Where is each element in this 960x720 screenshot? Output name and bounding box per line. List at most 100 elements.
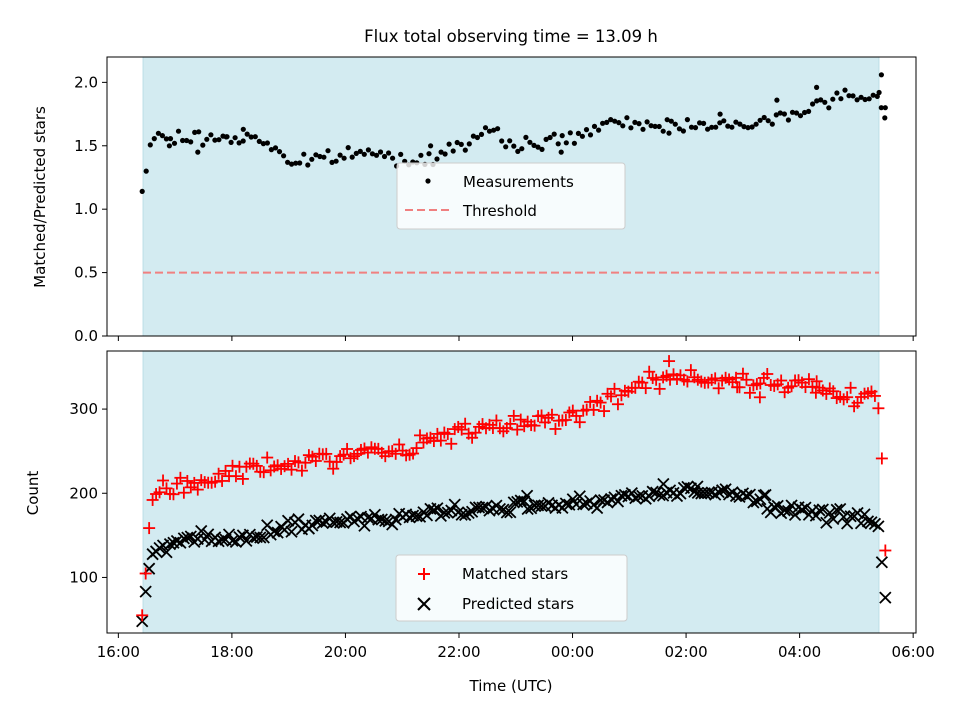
predicted-star-point [139, 585, 152, 598]
measurement-point [313, 152, 319, 158]
measurement-point [155, 130, 161, 136]
predicted-star-point [195, 524, 208, 538]
predicted-star-point [520, 489, 534, 502]
predicted-star-point [240, 534, 253, 548]
top-y-tick-label: 0.0 [74, 327, 98, 345]
legend-marker-matched [418, 568, 430, 580]
measurement-point [341, 155, 347, 161]
predicted-star-point [657, 477, 670, 491]
x-tick-label: 06:00 [892, 643, 935, 661]
predicted-star-point [504, 506, 517, 519]
measurement-point [741, 124, 747, 130]
measurement-point [797, 113, 804, 119]
measurement-points [139, 72, 888, 194]
measurement-point [862, 96, 868, 103]
measurement-point [196, 129, 202, 135]
predicted-star-point [170, 534, 184, 548]
predicted-star-point [268, 525, 281, 538]
measurement-point [268, 147, 274, 153]
top-panel: 0.00.51.01.52.0 Matched/Predicted stars … [31, 56, 917, 345]
measurement-point [309, 156, 315, 162]
measurement-point [377, 149, 384, 155]
predicted-star-point [813, 504, 826, 517]
x-tick-label: 22:00 [437, 643, 480, 661]
matched-star-point [459, 417, 472, 430]
measurement-point [486, 128, 493, 134]
measurement-point [737, 121, 743, 127]
measurement-point [640, 126, 646, 132]
predicted-star-point [865, 516, 878, 529]
predicted-star-point [420, 509, 434, 522]
measurement-point [616, 120, 622, 126]
measurement-point [353, 150, 359, 156]
measurement-point [774, 97, 780, 103]
predicted-star-points [136, 477, 892, 628]
matched-star-point [712, 382, 725, 395]
measurement-point [757, 117, 763, 123]
predicted-star-point [476, 501, 489, 514]
matched-star-point [295, 464, 308, 477]
predicted-star-point [500, 506, 513, 519]
measurement-point [531, 142, 537, 148]
predicted-star-point [618, 488, 632, 501]
predicted-star-point [788, 508, 802, 522]
measurement-point [559, 133, 565, 139]
legend-label-threshold: Threshold [462, 202, 537, 220]
measurement-point [143, 168, 149, 174]
x-axis-label: Time (UTC) [469, 677, 553, 695]
matched-star-point [611, 398, 624, 411]
measurement-point [555, 141, 561, 147]
measurement-point [188, 139, 194, 145]
measurement-point [511, 143, 517, 149]
measurement-point [676, 126, 683, 132]
matched-star-point [827, 385, 840, 398]
x-tick-label: 04:00 [778, 643, 821, 661]
measurement-point [664, 117, 670, 123]
measurement-point [418, 152, 424, 158]
measurement-point [252, 134, 258, 140]
top-y-tick-label: 1.0 [74, 200, 98, 218]
bottom-panel: 100 200 300 16:00 18:00 20:00 22:00 00:00 02:00… [24, 350, 935, 695]
top-y-axis-label: Matched/Predicted stars [31, 106, 49, 288]
measurement-point [482, 125, 489, 131]
predicted-star-point [379, 514, 392, 527]
predicted-star-point [629, 491, 642, 505]
matched-star-point [320, 447, 333, 460]
predicted-star-point [389, 513, 402, 526]
predicted-star-point [455, 508, 468, 521]
measurement-point [587, 132, 594, 138]
measurement-point [688, 124, 695, 130]
measurement-point [830, 96, 836, 102]
predicted-star-point [795, 503, 809, 516]
matched-star-point [514, 413, 527, 426]
matched-star-point [545, 408, 558, 421]
measurement-point [244, 131, 250, 137]
predicted-star-point [309, 514, 322, 527]
measurement-point [159, 133, 165, 139]
predicted-star-point [816, 503, 829, 516]
matched-star-point [629, 381, 642, 394]
measurement-point [701, 120, 707, 126]
matched-star-point [663, 355, 676, 368]
predicted-star-point [226, 534, 239, 547]
x-tick-label: 16:00 [97, 643, 140, 661]
matched-star-point [650, 373, 663, 386]
measurement-point [163, 136, 169, 142]
measurement-point [563, 140, 569, 146]
bottom-legend: Matched stars Predicted stars [395, 554, 628, 622]
measurement-point [761, 114, 767, 121]
measurement-point [802, 109, 808, 116]
measurement-point [870, 92, 876, 98]
matched-star-point [802, 373, 815, 386]
measurement-point [428, 143, 434, 149]
measurement-point [180, 137, 186, 144]
predicted-star-point [729, 489, 743, 503]
predicted-star-point [431, 502, 444, 515]
measurement-point [212, 137, 218, 143]
matched-star-point [844, 381, 857, 394]
measurement-point [523, 134, 529, 140]
predicted-star-point [834, 502, 847, 516]
matched-star-point [341, 442, 354, 455]
measurement-point [854, 97, 860, 103]
bottom-y-axis-label: Count [24, 471, 42, 516]
